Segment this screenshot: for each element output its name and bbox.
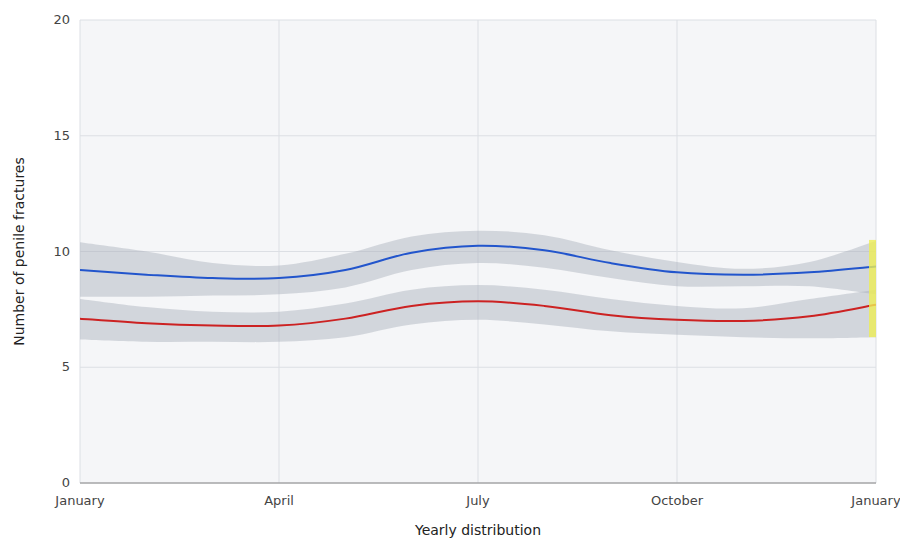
x-tick-label: April (264, 493, 294, 508)
y-tick-label: 0 (62, 475, 70, 490)
x-tick-label: October (651, 493, 704, 508)
chart-container: 0 5 10 15 20 January April July October January Ye… (0, 0, 900, 549)
confidence-band (80, 285, 876, 342)
chart: 0 5 10 15 20 January April July October January Ye… (0, 0, 900, 549)
x-tick-label: January (54, 493, 105, 508)
highlight-bar (869, 240, 876, 337)
x-tick-label: July (465, 493, 490, 508)
series-line (80, 301, 876, 326)
grid-line (677, 20, 678, 483)
grid-line (279, 20, 280, 483)
grid-line (80, 483, 876, 484)
x-tick-label: January (850, 493, 900, 508)
marks (80, 231, 876, 342)
background (0, 0, 900, 549)
y-axis-label: Number of penile fractures (11, 157, 27, 346)
x-axis-label: Yearly distribution (414, 522, 541, 538)
y-tick-label: 20 (53, 12, 70, 27)
y-tick-label: 15 (53, 128, 70, 143)
x-axis-line (80, 483, 876, 484)
series-line (80, 246, 876, 279)
axes: 0 5 10 15 20 January April July October January (53, 12, 900, 508)
plot-area (80, 20, 876, 483)
y-tick-label: 10 (53, 244, 70, 259)
y-tick-label: 5 (62, 359, 70, 374)
grid (80, 20, 876, 483)
